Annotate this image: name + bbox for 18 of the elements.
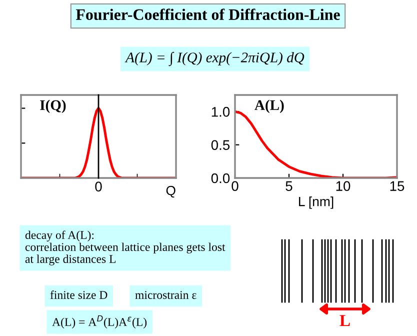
text: finite size D [50,290,108,299]
text: Fourier-Coefficient of Diffraction-Line [76,8,340,20]
text: A(L) = A$^{D}$(L)A$^{ε}$(L) [52,315,147,328]
x-axis-title: L [nm] [299,196,334,209]
text: L [340,315,350,326]
chart-title: I(Q) [40,100,66,114]
text: decay of A(L): correlation between lattice planes gets lost at large distances L [25,230,226,266]
y-tick-label: 1.0 [212,106,230,117]
y-tick-label: 0.5 [211,140,230,150]
x-tick-label: 10 [336,181,350,191]
x-tick-label: 5 [286,181,292,191]
chart-title: A(L) [254,100,284,114]
text: A(L) = ∫ I(Q) exp(−2πiQL) dQ [124,52,304,66]
y-tick-label: 0.0 [211,173,230,184]
text: microstrain ε [135,291,196,299]
x-axis-title: Q [166,186,176,198]
x-tick-label: 15 [390,181,404,191]
x-tick-label: 0 [232,181,238,191]
